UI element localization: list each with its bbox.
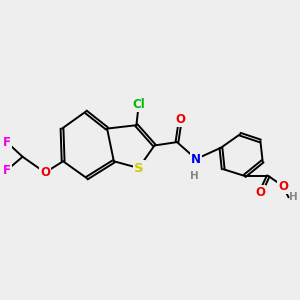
- Text: S: S: [134, 161, 143, 175]
- Text: H: H: [190, 171, 199, 182]
- Text: N: N: [191, 152, 201, 166]
- Text: O: O: [176, 113, 185, 126]
- Text: O: O: [278, 180, 288, 193]
- Text: F: F: [3, 164, 11, 177]
- Text: O: O: [40, 166, 50, 179]
- Text: F: F: [3, 136, 11, 148]
- Text: O: O: [255, 186, 266, 199]
- Text: Cl: Cl: [132, 98, 145, 111]
- Text: H: H: [289, 192, 298, 202]
